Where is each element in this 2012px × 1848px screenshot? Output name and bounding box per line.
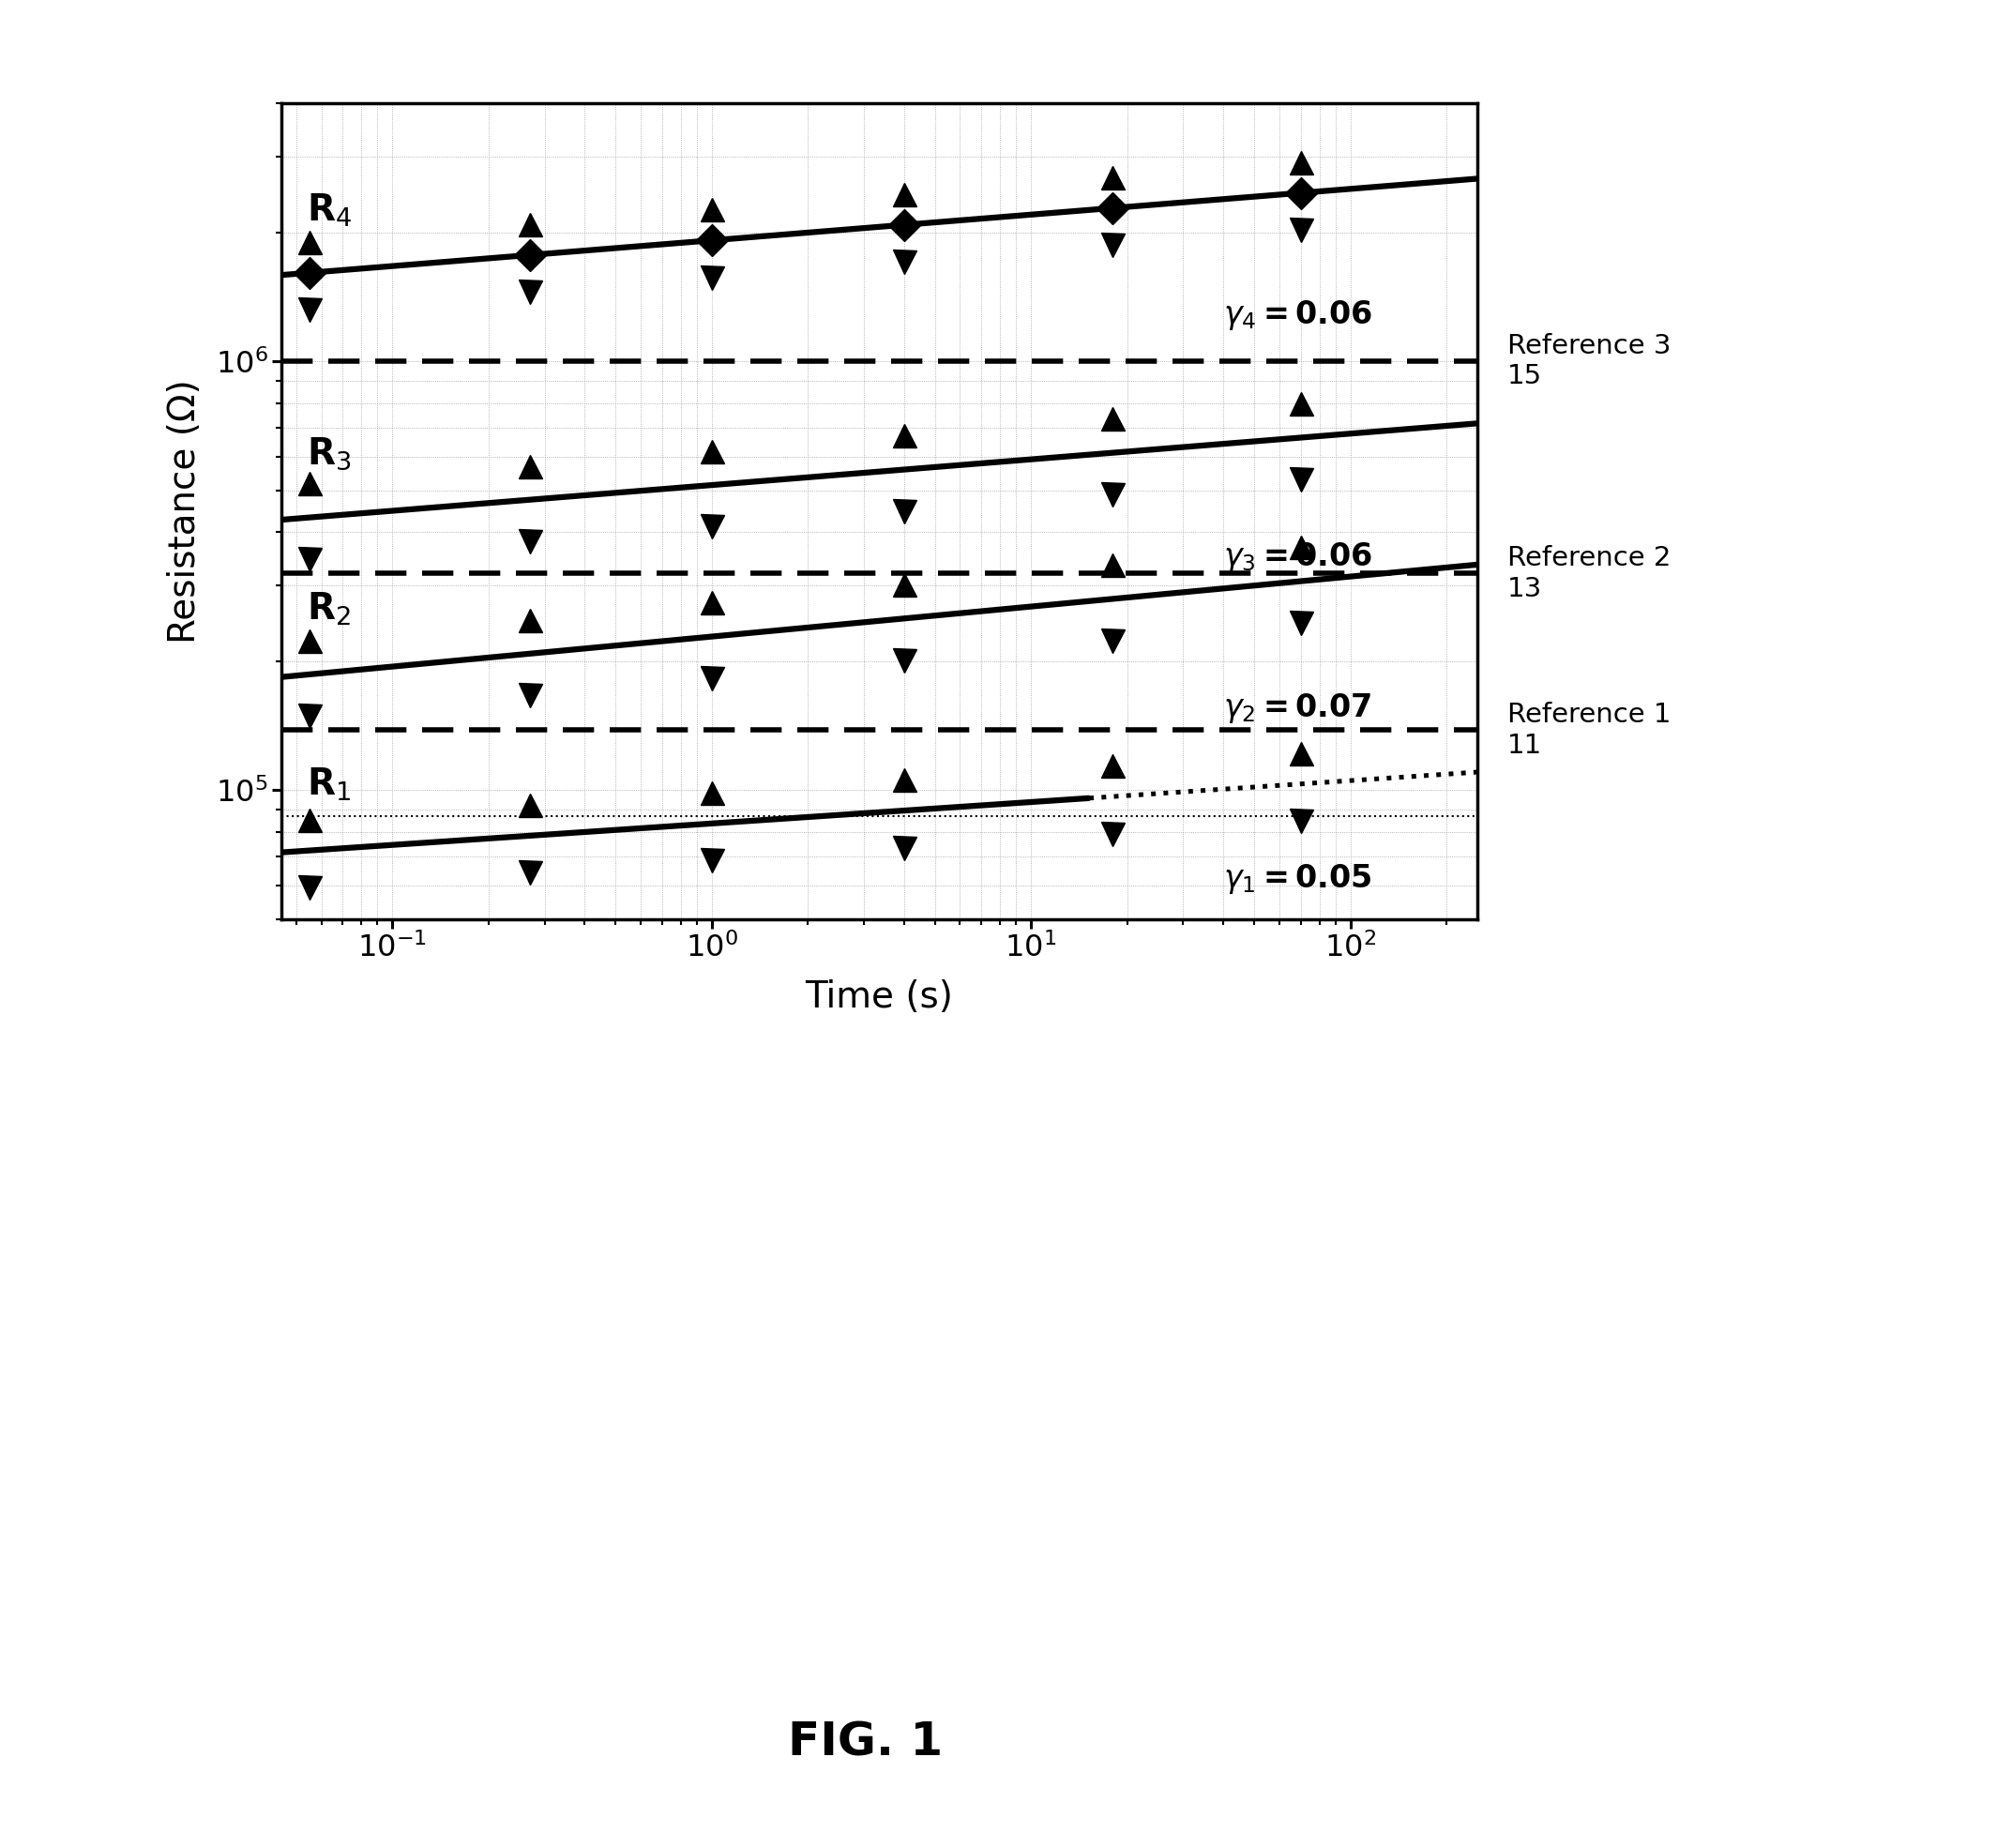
Text: Reference 3
15: Reference 3 15 bbox=[1507, 333, 1670, 390]
Text: $\gamma_{4}$$\mathbf{=0.06}$: $\gamma_{4}$$\mathbf{=0.06}$ bbox=[1223, 299, 1372, 333]
Text: $\mathbf{R}_{1}$: $\mathbf{R}_{1}$ bbox=[306, 767, 350, 804]
Text: FIG. 1: FIG. 1 bbox=[787, 1720, 944, 1765]
Text: $\mathbf{R}_{4}$: $\mathbf{R}_{4}$ bbox=[306, 192, 352, 229]
Text: Reference 1
11: Reference 1 11 bbox=[1507, 702, 1670, 758]
Text: Reference 2
13: Reference 2 13 bbox=[1507, 545, 1670, 602]
Text: $\gamma_{2}$$\mathbf{=0.07}$: $\gamma_{2}$$\mathbf{=0.07}$ bbox=[1223, 691, 1372, 726]
Text: $\mathbf{R}_{2}$: $\mathbf{R}_{2}$ bbox=[306, 590, 350, 626]
Text: $\mathbf{R}_{3}$: $\mathbf{R}_{3}$ bbox=[306, 436, 352, 471]
Text: $\gamma_{3}$$\mathbf{=0.06}$: $\gamma_{3}$$\mathbf{=0.06}$ bbox=[1223, 540, 1372, 573]
Text: $\gamma_{1}$$\mathbf{=0.05}$: $\gamma_{1}$$\mathbf{=0.05}$ bbox=[1223, 863, 1372, 896]
Y-axis label: Resistance (Ω): Resistance (Ω) bbox=[167, 379, 203, 643]
X-axis label: Time (s): Time (s) bbox=[805, 979, 954, 1015]
